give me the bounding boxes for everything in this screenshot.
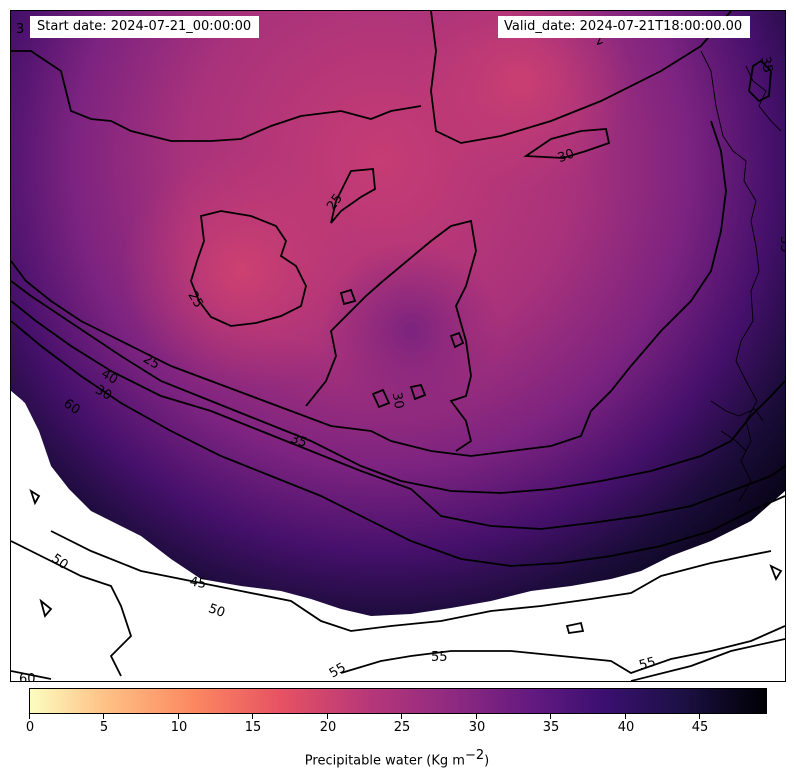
- colorbar-tick: [476, 714, 477, 719]
- contour-label: 35: [777, 236, 785, 253]
- contour-label: 55: [637, 655, 657, 674]
- colorbar-tick: [29, 714, 30, 719]
- contour-label: 45: [188, 574, 207, 592]
- colorbar-tick-label: 0: [25, 720, 35, 735]
- contour-ne-35: [748, 59, 772, 103]
- contour-30-main: [11, 120, 727, 457]
- contour-45: [11, 320, 785, 567]
- contour-30-northwest: [11, 50, 422, 142]
- contour-55: [11, 540, 785, 677]
- valid-date-label: Valid_date: 2024-07-21T18:00:00.00: [498, 16, 751, 38]
- contour-60: [11, 638, 785, 681]
- contour-40: [11, 300, 785, 530]
- start-date-label: Start date: 2024-07-21_00:00:00: [30, 16, 260, 38]
- colorbar-tick-label: 15: [244, 720, 262, 735]
- contour-50: [50, 530, 772, 632]
- colorbar-tick: [103, 714, 104, 719]
- colorbar-tick-label: 35: [542, 720, 560, 735]
- colorbar-tick-label: 40: [617, 720, 635, 735]
- contour-small-2: [371, 388, 391, 409]
- contour-label: 60: [19, 672, 36, 681]
- contour-25-west: [190, 210, 307, 327]
- colorbar-tick: [550, 714, 551, 719]
- contour-30-ring: [523, 128, 611, 159]
- contour-30-inner: [305, 219, 477, 452]
- contour-lines: [11, 11, 785, 681]
- colorbar-tick-label: 10: [170, 720, 188, 735]
- colorbar-tick: [178, 714, 179, 719]
- contour-label: 30: [556, 146, 577, 166]
- colorbar-tick-label: 45: [691, 720, 709, 735]
- contour-label: 40: [98, 366, 120, 387]
- colorbar-tick: [327, 714, 328, 719]
- colorbar-label-close: ): [484, 753, 490, 769]
- map-panel: 25 25 25 30 30 30 35 35 40 45 50 50 55 5…: [10, 10, 786, 682]
- contour-label: 35: [288, 431, 309, 451]
- colorbar-tick-label: 25: [393, 720, 411, 735]
- contour-35: [11, 280, 785, 494]
- colorbar-tick: [699, 714, 700, 719]
- colorbar-tick-label: 30: [468, 720, 486, 735]
- colorbar-tick: [625, 714, 626, 719]
- colorbar: [29, 688, 767, 714]
- colorbar-tick-label: 5: [99, 720, 109, 735]
- contour-label: 30: [389, 391, 407, 410]
- contour-25-blob: [330, 168, 376, 224]
- contour-label: 25: [140, 351, 162, 372]
- contour-small-4: [449, 331, 465, 349]
- contour-label: 55: [327, 660, 349, 681]
- colorbar-tick: [401, 714, 402, 719]
- colorbar-label: Precipitable water (Kg m−2): [0, 748, 794, 768]
- contour-label: 55: [431, 650, 448, 665]
- missing-data-region: [11, 391, 785, 681]
- contour-label: 50: [206, 601, 227, 621]
- colorbar-label-exponent: −2: [464, 748, 485, 763]
- contour-label: 3: [16, 22, 24, 37]
- contour-small-3: [409, 383, 427, 401]
- coastline: [700, 50, 760, 502]
- contour-small-5: [29, 488, 783, 635]
- contour-small-1: [339, 288, 357, 306]
- missing-data-edge: [11, 391, 221, 599]
- contour-label: 25: [185, 289, 206, 311]
- colorbar-tick-label: 20: [319, 720, 337, 735]
- contour-label: 30: [92, 382, 114, 403]
- colorbar-label-text: Precipitable water (Kg m: [304, 753, 465, 769]
- contour-label: 35: [757, 55, 775, 74]
- colorbar-tick: [252, 714, 253, 719]
- contour-25-north: [430, 11, 732, 144]
- precipitable-water-map: 25 25 25 30 30 30 35 35 40 45 50 50 55 5…: [11, 11, 785, 681]
